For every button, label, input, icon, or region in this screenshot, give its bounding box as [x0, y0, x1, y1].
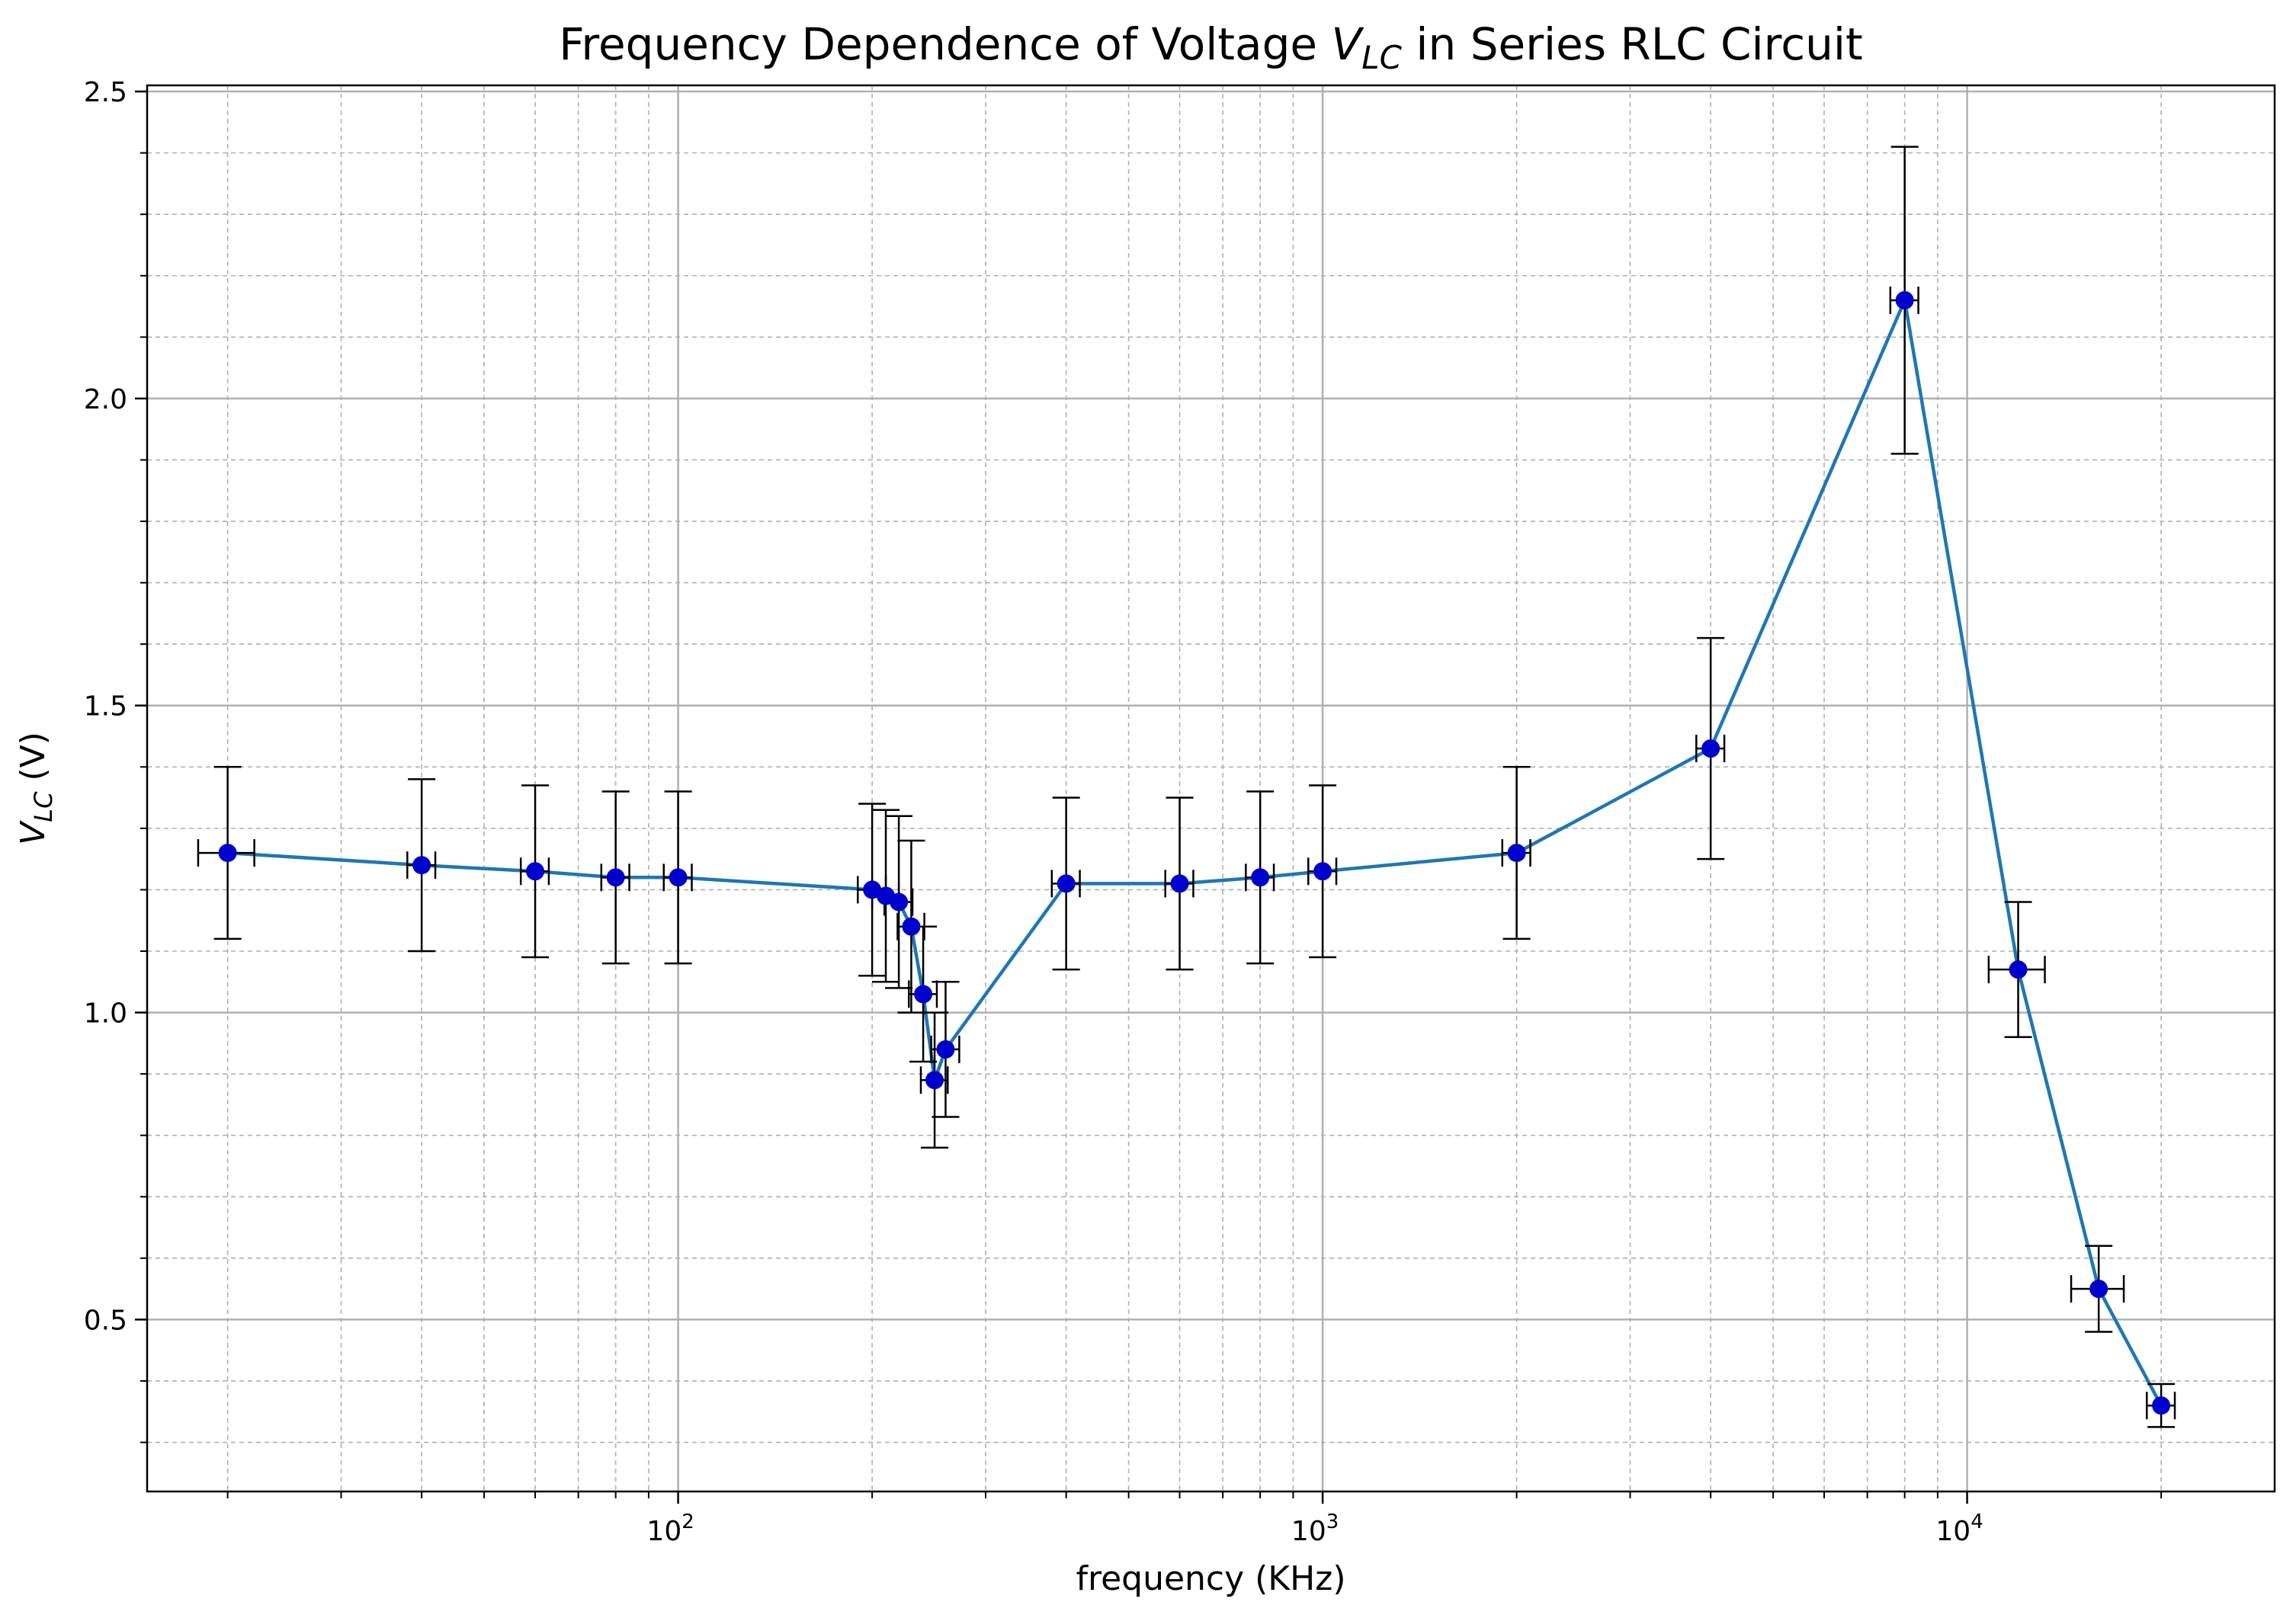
y-axis-label-math-sub: LC [29, 791, 58, 822]
data-point [1170, 874, 1189, 893]
data-point [1701, 739, 1720, 758]
y-tick-label: 1.5 [84, 691, 127, 722]
x-tick-label-exp: 4 [1971, 1511, 1983, 1533]
x-tick-label: 102 [646, 1511, 694, 1547]
data-point [526, 862, 545, 881]
chart-title-math-main: V [1332, 18, 1365, 70]
data-point [669, 868, 688, 887]
data-point [914, 985, 933, 1004]
chart-title: Frequency Dependence of Voltage VLC in S… [559, 18, 1862, 76]
data-point [890, 892, 909, 912]
x-tick-label-base: 10 [646, 1516, 681, 1547]
data-point [925, 1071, 944, 1090]
chart-title-pre: Frequency Dependence of Voltage [559, 18, 1331, 70]
y-axis-label: VLC (V) [14, 732, 58, 845]
x-tick-label-exp: 3 [1326, 1511, 1339, 1533]
x-tick-label-base: 10 [1935, 1516, 1971, 1547]
x-tick-label-base: 10 [1291, 1516, 1326, 1547]
y-tick-label: 1.0 [84, 998, 127, 1030]
data-point [218, 844, 237, 863]
y-tick-label: 2.0 [84, 384, 127, 415]
y-tick-label: 0.5 [84, 1305, 127, 1336]
chart-title-post: in Series RLC Circuit [1402, 18, 1863, 70]
data-point [863, 880, 882, 899]
x-tick-label: 104 [1935, 1511, 1983, 1547]
data-point [1251, 868, 1270, 887]
grid-layer [147, 85, 2275, 1491]
data-point [902, 917, 921, 936]
y-axis-label-post: (V) [14, 732, 53, 791]
data-point [1895, 290, 1914, 309]
x-tick-label-exp: 2 [681, 1511, 694, 1533]
series-layer [197, 146, 2176, 1428]
data-point [2009, 960, 2028, 979]
data-point [1313, 862, 1332, 881]
data-point [412, 856, 431, 875]
x-axis-label: frequency (KHz) [1076, 1559, 1345, 1598]
plot-frame [146, 84, 2276, 1493]
data-point [2152, 1396, 2171, 1415]
x-tick-label: 103 [1291, 1511, 1339, 1547]
data-point [936, 1040, 955, 1059]
data-point [2089, 1280, 2108, 1299]
y-tick-label: 2.5 [84, 77, 127, 108]
chart-title-math-sub: LC [1361, 39, 1402, 76]
data-point [1507, 844, 1526, 863]
series-line [227, 298, 2163, 1407]
y-axis-label-math-main: V [14, 820, 53, 845]
data-point [606, 868, 625, 887]
data-point [1057, 874, 1076, 893]
